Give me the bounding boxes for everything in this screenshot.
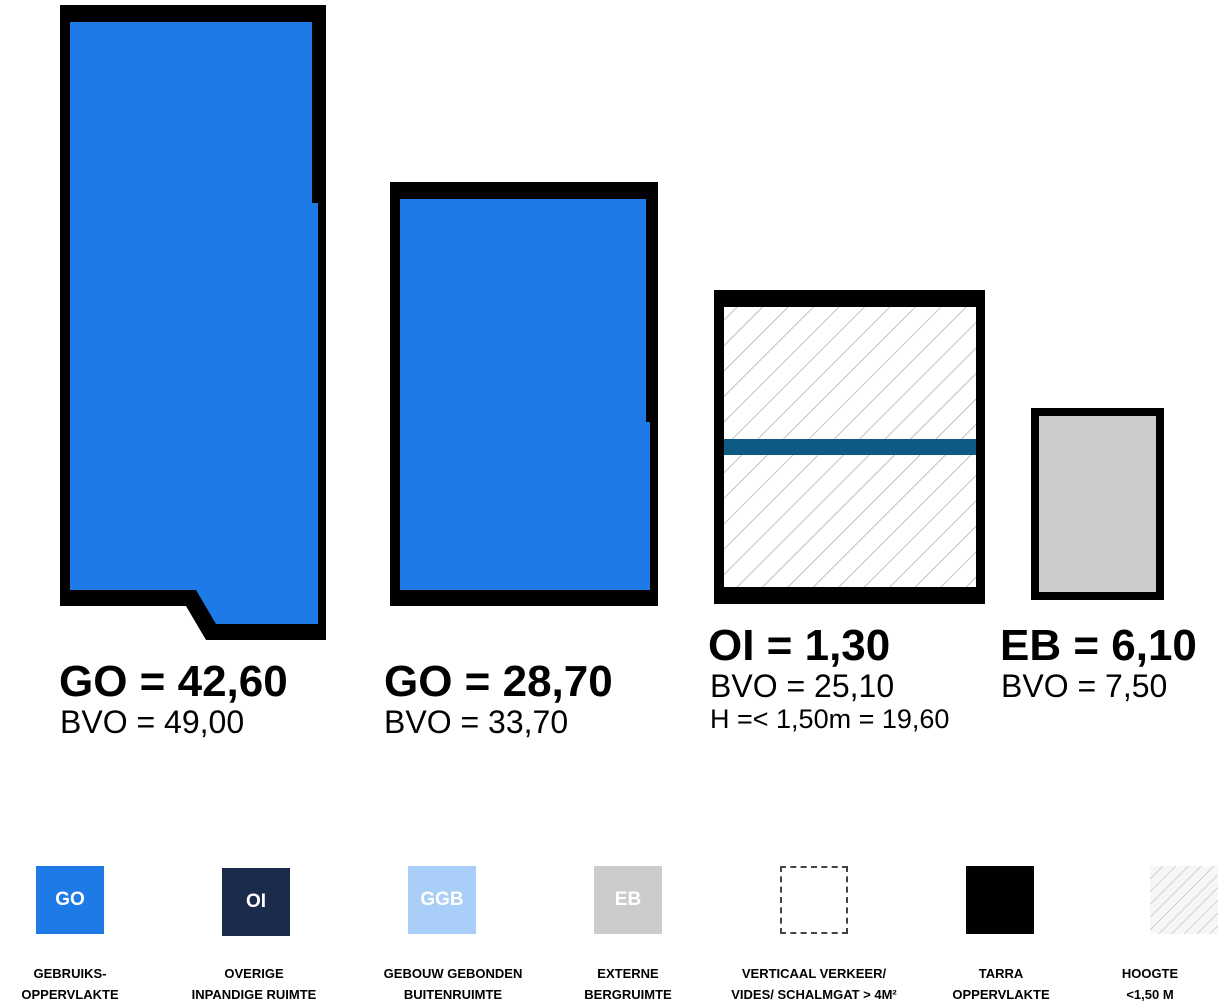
plan-eb-title: EB = 6,10 bbox=[1000, 621, 1197, 670]
plan-go-1-title: GO = 42,60 bbox=[59, 657, 288, 706]
plan-go-2-bvo: BVO = 33,70 bbox=[384, 704, 569, 740]
plan-oi-stripe bbox=[724, 439, 976, 455]
legend-label-oi: OVERIGE INPANDIGE RUIMTE bbox=[191, 966, 317, 1002]
plan-go-1 bbox=[60, 5, 326, 640]
plan-eb-bvo: BVO = 7,50 bbox=[1001, 668, 1168, 704]
plan-go-2 bbox=[390, 182, 658, 606]
plan-oi-title: OI = 1,30 bbox=[708, 621, 891, 670]
legend-label-go: GEBRUIKS- OPPERVLAKTE bbox=[21, 966, 119, 1002]
legend-label-eb: EXTERNE BERGRUIMTE bbox=[584, 966, 672, 1002]
ggb-swatch: GGB bbox=[408, 866, 476, 934]
floor-plans-drawing bbox=[60, 5, 1164, 640]
plan-oi bbox=[714, 290, 985, 604]
plan-oi-height: H =< 1,50m = 19,60 bbox=[710, 704, 950, 734]
legend-label-height: HOOGTE <1,50 M bbox=[1121, 966, 1179, 1002]
hatched-square-swatch bbox=[1150, 866, 1218, 934]
legend-label-tarra: TARRA OPPERVLAKTE bbox=[952, 966, 1050, 1002]
go-swatch: GO bbox=[36, 866, 104, 934]
plan-go-1-floor bbox=[70, 22, 318, 624]
plan-go-2-floor bbox=[400, 199, 650, 590]
legend-label-vertical-traffic: VERTICAAL VERKEER/ VIDES/ SCHALMGAT > 4M… bbox=[731, 966, 897, 1002]
plan-eb bbox=[1031, 408, 1164, 600]
eb-swatch: EB bbox=[594, 866, 662, 934]
legend-label-ggb: GEBOUW GEBONDEN BUITENRUIMTE bbox=[383, 966, 523, 1002]
dashed-square-swatch bbox=[780, 866, 848, 934]
plan-oi-bvo: BVO = 25,10 bbox=[710, 668, 895, 704]
plan-go-2-title: GO = 28,70 bbox=[384, 657, 613, 706]
plan-eb-floor bbox=[1039, 416, 1156, 592]
plan-go-1-bvo: BVO = 49,00 bbox=[60, 704, 245, 740]
black-square-swatch bbox=[966, 866, 1034, 934]
oi-swatch: OI bbox=[222, 868, 290, 936]
